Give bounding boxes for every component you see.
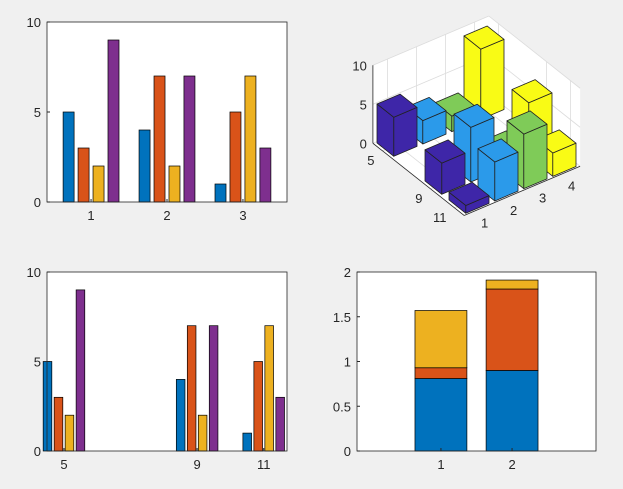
x-tick-label: 2 xyxy=(163,208,170,223)
bar xyxy=(253,361,263,452)
axes-box xyxy=(356,271,597,452)
bar xyxy=(208,325,219,452)
axes-background xyxy=(47,272,287,451)
bar-segment xyxy=(414,378,468,452)
bar xyxy=(186,325,197,452)
bar xyxy=(92,165,105,203)
bar xyxy=(175,379,186,452)
axes-bottom-left: 5 9 11 0 5 10 xyxy=(27,265,288,472)
bar3-top xyxy=(424,139,466,164)
bar xyxy=(275,396,285,452)
x-tick-label: 1 xyxy=(437,457,444,472)
axis-line xyxy=(463,165,581,216)
y-tick-label: 0 xyxy=(34,195,41,210)
bar-segment xyxy=(485,288,539,371)
axes-background xyxy=(357,272,596,451)
y-tick-label: 10 xyxy=(27,265,41,280)
bar xyxy=(229,111,242,203)
x-tick-label: 3 xyxy=(539,191,546,206)
bar xyxy=(64,414,75,452)
axes-bottom-right: 1 2 0 0.5 1 1.5 2 xyxy=(333,265,597,472)
x-tick-label: 1 xyxy=(481,215,488,230)
bar xyxy=(53,396,64,452)
bar xyxy=(197,414,208,452)
x-tick-label: 9 xyxy=(194,457,201,472)
bar xyxy=(183,75,196,203)
x-tick-label: 4 xyxy=(568,178,575,193)
bar-segment xyxy=(485,279,539,290)
bar3-top xyxy=(453,103,495,128)
y-tick-label: 1.5 xyxy=(333,310,351,325)
axis-line xyxy=(372,142,465,216)
bar xyxy=(214,183,227,203)
bar xyxy=(259,147,272,203)
bar3-top xyxy=(463,25,505,50)
z-tick-label: 5 xyxy=(360,97,367,112)
x-tick-label: 2 xyxy=(508,457,515,472)
x-tick-label: 11 xyxy=(257,457,271,472)
bar3-top xyxy=(376,93,418,118)
bar3-top xyxy=(477,138,519,163)
bar3-side-front xyxy=(480,38,505,120)
bar-segment xyxy=(414,310,468,369)
bar xyxy=(107,39,120,203)
x-tick-label: 3 xyxy=(239,208,246,223)
axes-box xyxy=(46,21,288,203)
bar xyxy=(264,325,274,452)
bar3-top xyxy=(506,110,548,135)
bar3-side-front xyxy=(523,123,548,190)
bar xyxy=(75,289,86,452)
y-tick-label: 9 xyxy=(415,191,422,206)
bar-segment xyxy=(485,370,539,452)
y-tick-label: 5 xyxy=(34,105,41,120)
z-tick-label: 10 xyxy=(352,58,366,73)
bar xyxy=(244,75,257,203)
bar xyxy=(153,75,166,203)
bar xyxy=(62,111,75,203)
bar xyxy=(168,165,181,203)
bar xyxy=(242,432,252,452)
x-tick-label: 2 xyxy=(510,203,517,218)
grid-line xyxy=(488,15,581,89)
y-tick-label: 5 xyxy=(367,153,374,168)
axes-box xyxy=(46,271,288,452)
bar xyxy=(77,147,90,203)
x-tick-label: 5 xyxy=(60,457,67,472)
y-tick-label: 1 xyxy=(344,355,351,370)
y-tick-label: 0.5 xyxy=(333,399,351,414)
x-tick-label: 1 xyxy=(87,208,94,223)
bar xyxy=(138,129,151,203)
bar3-top xyxy=(511,79,553,104)
y-tick-label: 0 xyxy=(344,444,351,459)
grid-line xyxy=(372,15,490,66)
bar-segment xyxy=(414,367,468,379)
y-tick-label: 0 xyxy=(34,444,41,459)
y-tick-label: 5 xyxy=(34,355,41,370)
z-tick-label: 0 xyxy=(360,136,367,151)
y-tick-label: 11 xyxy=(433,210,447,225)
y-tick-label: 2 xyxy=(344,265,351,280)
y-tick-label: 10 xyxy=(27,15,41,30)
bar xyxy=(42,361,53,452)
axes-top-left: 1 2 3 0 5 10 xyxy=(27,15,288,223)
bar3-top xyxy=(448,181,490,206)
